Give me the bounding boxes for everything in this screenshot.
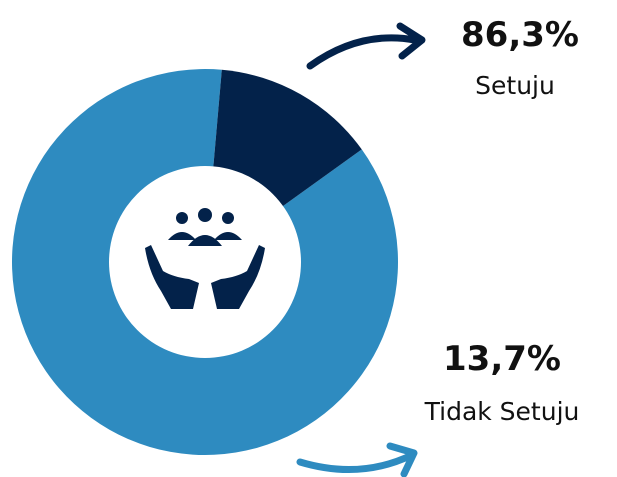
- arrow-head: [386, 442, 418, 477]
- category-label: Setuju: [475, 71, 555, 100]
- icon: [145, 208, 265, 309]
- value-label: 13,7%: [443, 339, 561, 379]
- donut-hole: [109, 166, 301, 358]
- arrow: [306, 34, 419, 70]
- arrow-head: [396, 22, 426, 60]
- value-label: 86,3%: [461, 15, 579, 55]
- category-label: Tidak Setuju: [424, 397, 580, 426]
- arrow: [296, 451, 416, 473]
